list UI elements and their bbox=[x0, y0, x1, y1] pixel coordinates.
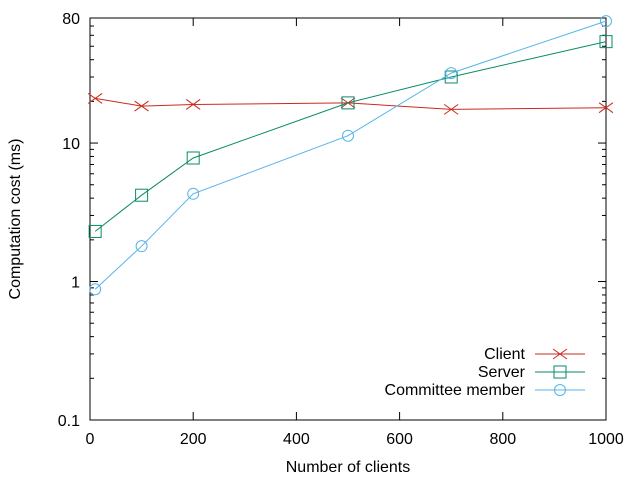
y-tick-label: 0.1 bbox=[58, 413, 80, 430]
legend-marker-committee-member bbox=[554, 384, 566, 396]
data-point-server bbox=[135, 188, 149, 202]
y-tick-label: 1 bbox=[71, 275, 80, 292]
legend-marker-client bbox=[552, 348, 568, 360]
x-tick-label: 400 bbox=[283, 431, 310, 448]
data-point-committee-member bbox=[342, 129, 354, 142]
y-axis-title: Computation cost (ms) bbox=[7, 139, 24, 300]
plot-frame bbox=[89, 17, 607, 421]
legend-label-committee-member: Committee member bbox=[385, 382, 526, 399]
data-point-committee-member bbox=[89, 283, 102, 296]
x-tick-label: 0 bbox=[86, 431, 95, 448]
data-point-server bbox=[186, 151, 200, 165]
data-point-committee-member bbox=[600, 15, 612, 28]
x-axis-title: Number of clients bbox=[286, 459, 411, 476]
data-point-committee-member bbox=[187, 187, 200, 200]
series-line-server bbox=[94, 41, 607, 232]
y-tick-label: 80 bbox=[62, 11, 80, 28]
x-tick-label: 600 bbox=[386, 431, 413, 448]
x-tick-label: 800 bbox=[489, 431, 516, 448]
data-point-client bbox=[443, 103, 459, 115]
series-line-committee-member bbox=[94, 20, 607, 290]
data-point-client bbox=[185, 99, 201, 110]
data-point-client bbox=[134, 100, 149, 112]
legend-label-server: Server bbox=[478, 364, 526, 381]
x-axis-ticks: 0 200 400 600 800 1000 bbox=[86, 18, 624, 448]
y-axis-ticks: 0.1 1 10 80 bbox=[58, 11, 606, 430]
legend-label-client: Client bbox=[484, 346, 525, 363]
data-point-server bbox=[599, 35, 613, 49]
x-tick-label: 1000 bbox=[588, 431, 624, 448]
data-point-server bbox=[341, 96, 355, 110]
y-tick-label: 10 bbox=[62, 136, 80, 153]
data-point-server bbox=[88, 224, 102, 238]
data-point-client bbox=[598, 102, 614, 114]
data-point-committee-member bbox=[135, 240, 148, 253]
data-point-client bbox=[87, 93, 103, 104]
series-layer bbox=[87, 15, 614, 296]
legend-marker-server bbox=[553, 365, 567, 379]
data-point-committee-member bbox=[445, 67, 458, 80]
x-tick-label: 200 bbox=[180, 431, 207, 448]
series-line-client bbox=[95, 97, 607, 110]
